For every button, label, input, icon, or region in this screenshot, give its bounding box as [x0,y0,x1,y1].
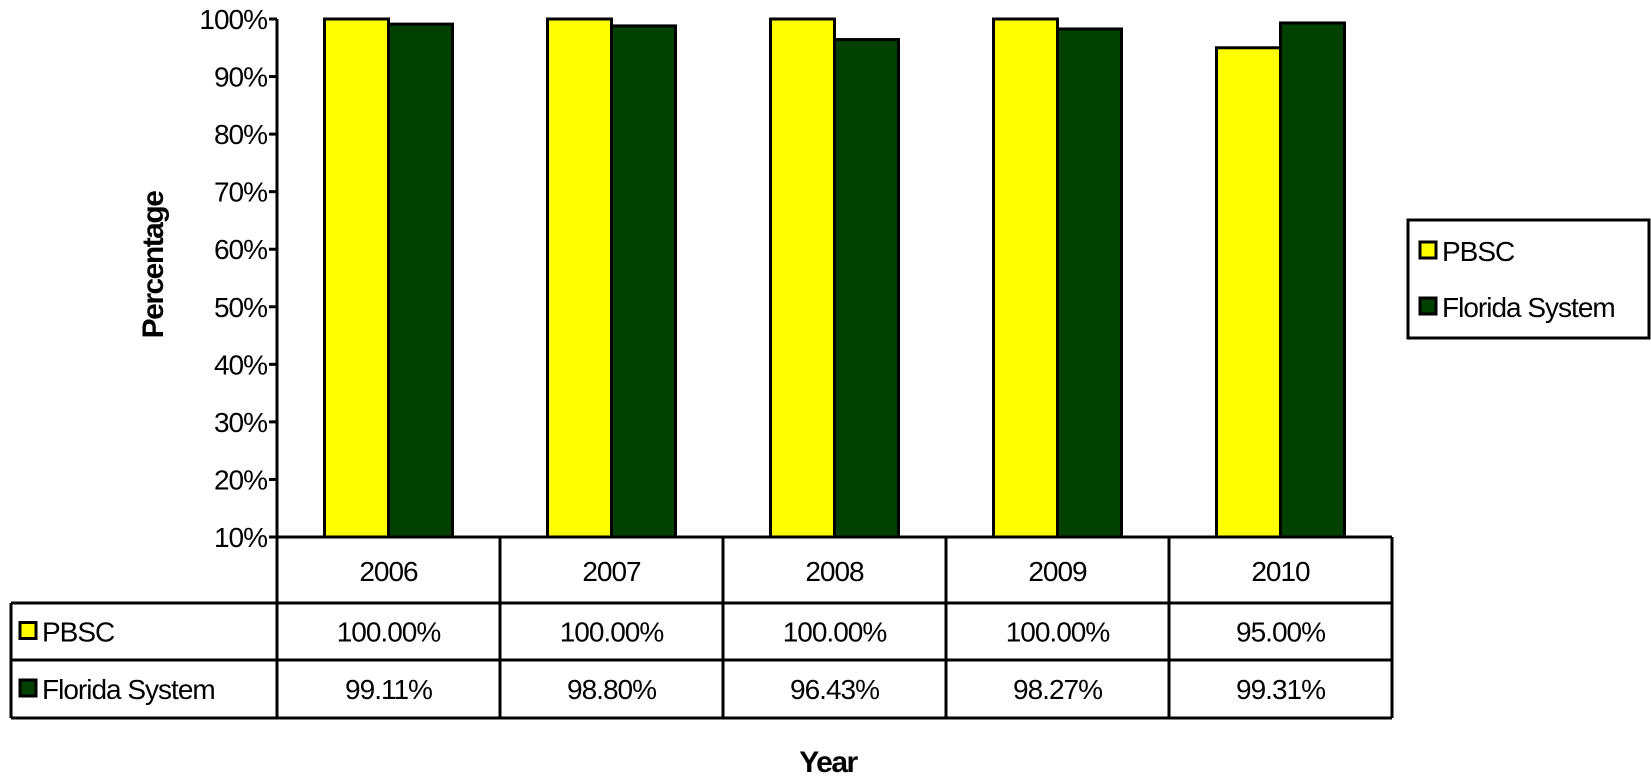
data-label-pbsc-2006: 100.00% [337,617,441,648]
bar-pbsc-2006 [323,17,390,539]
data-label-pbsc-2008: 100.00% [783,617,887,648]
y-tick-label: 40% [214,349,267,380]
bar-pbsc-2007 [546,17,613,539]
data-label-florida-system-2010: 99.31% [1236,674,1325,705]
x-axis-title: Year [799,746,858,779]
bar-pbsc-2010 [1215,46,1282,539]
y-tick-label: 10% [214,522,267,553]
x-tick-label-2008: 2008 [805,556,864,587]
bar-florida-system-2007 [610,24,677,539]
y-tick-label: 90% [214,62,267,93]
y-tick-label: 50% [214,292,267,323]
legend-label-florida-system: Florida System [1442,292,1615,323]
y-tick-label: 100% [199,4,267,35]
y-tick-label: 20% [214,464,267,495]
bar-pbsc-2009 [992,17,1059,539]
data-label-florida-system-2006: 99.11% [345,674,432,705]
table-legend-key-florida-system [18,678,38,698]
x-tick-label-2007: 2007 [582,556,641,587]
bar-florida-system-2010 [1279,21,1346,539]
bars-group [323,17,1346,539]
bar-florida-system-2006 [387,22,454,539]
bar-florida-system-2009 [1056,27,1123,539]
table-legend-key-pbsc [18,621,38,640]
legend: PBSC Florida System [1406,218,1651,340]
table-row-label-pbsc: PBSC [42,617,115,648]
data-label-florida-system-2008: 96.43% [790,674,879,705]
legend-box [1406,218,1651,340]
y-tick-label: 30% [214,407,267,438]
data-table: 2006 2007 2008 2009 2010 PBSC 100.00% 100.00% 10… [9,535,1394,720]
legend-label-pbsc: PBSC [1442,236,1515,267]
data-label-pbsc-2007: 100.00% [560,617,664,648]
data-label-florida-system-2007: 98.80% [567,674,656,705]
y-axis: 10% 20% 30% 40% 50% 60% 70% 80% 90% 100% [199,4,279,553]
y-tick-label: 60% [214,234,267,265]
x-tick-label-2009: 2009 [1028,556,1087,587]
legend-key-florida-system [1418,296,1438,316]
y-axis-title: Percentage [137,191,170,339]
y-tick-label: 70% [214,177,267,208]
table-row-label-florida-system: Florida System [42,674,215,705]
x-tick-label-2010: 2010 [1251,556,1310,587]
data-label-pbsc-2010: 95.00% [1236,617,1325,648]
y-tick-label: 80% [214,119,267,150]
legend-key-pbsc [1418,240,1438,260]
bar-pbsc-2008 [769,17,836,539]
data-label-florida-system-2009: 98.27% [1013,674,1102,705]
bar-florida-system-2008 [833,38,900,539]
data-label-pbsc-2009: 100.00% [1006,617,1110,648]
x-tick-label-2006: 2006 [359,556,418,587]
